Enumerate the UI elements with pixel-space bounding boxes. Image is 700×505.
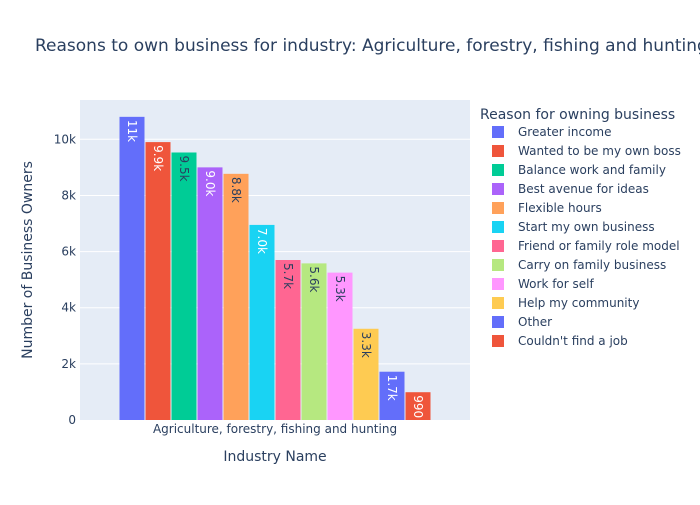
bar-data-label: 9.9k [151, 145, 165, 171]
legend-item-label[interactable]: Wanted to be my own boss [518, 144, 681, 158]
bar[interactable] [249, 224, 275, 420]
legend-item-label[interactable]: Help my community [518, 296, 639, 310]
legend-swatch[interactable] [492, 202, 504, 214]
bar[interactable] [197, 167, 223, 420]
bar[interactable] [301, 263, 327, 420]
bar-data-label: 5.6k [307, 266, 321, 292]
bar-data-label: 1.7k [385, 375, 399, 401]
bar[interactable] [145, 142, 171, 420]
legend-item-label[interactable]: Flexible hours [518, 201, 602, 215]
chart-title: Reasons to own business for industry: Ag… [35, 36, 700, 56]
y-axis-title: Number of Business Owners [20, 161, 36, 359]
bar[interactable] [379, 371, 405, 420]
bar-data-label: 8.8k [229, 177, 243, 203]
plot-area [80, 100, 470, 420]
bar-data-label: 9.0k [203, 170, 217, 196]
legend-item-label[interactable]: Balance work and family [518, 163, 666, 177]
legend-swatch[interactable] [492, 240, 504, 252]
legend-item-label[interactable]: Work for self [518, 277, 594, 291]
bar-data-label: 3.3k [359, 332, 373, 358]
bar[interactable] [353, 328, 379, 420]
legend-swatch[interactable] [492, 145, 504, 157]
y-ticks: 0 2k 4k 6k 8k 10k [54, 132, 76, 427]
legend-swatch[interactable] [492, 316, 504, 328]
legend-item-label[interactable]: Greater income [518, 125, 612, 139]
legend-swatch[interactable] [492, 278, 504, 290]
grid-lines [80, 138, 470, 365]
y-tick-label: 6k [61, 245, 76, 259]
legend-item-label[interactable]: Friend or family role model [518, 239, 680, 253]
y-tick-label: 10k [54, 132, 76, 146]
legend-swatch[interactable] [492, 335, 504, 347]
bar-data-label: 11k [125, 120, 139, 142]
legend-item-label[interactable]: Carry on family business [518, 258, 666, 272]
legend-swatch[interactable] [492, 126, 504, 138]
legend-item-label[interactable]: Best avenue for ideas [518, 182, 649, 196]
legend-swatch[interactable] [492, 221, 504, 233]
x-tick-label: Agriculture, forestry, fishing and hunti… [153, 422, 397, 436]
bar[interactable] [405, 392, 431, 420]
bar[interactable] [327, 272, 353, 420]
y-tick-label: 8k [61, 188, 76, 202]
bar-data-label: 5.3k [333, 276, 347, 302]
legend-swatch[interactable] [492, 164, 504, 176]
y-tick-label: 4k [61, 301, 76, 315]
legend-item-label[interactable]: Other [518, 315, 552, 329]
x-axis-title: Industry Name [223, 449, 326, 465]
bar-data-label: 990 [411, 395, 425, 418]
legend-title: Reason for owning business [480, 107, 675, 123]
y-tick-label: 2k [61, 357, 76, 371]
bar-data-label: 7.0k [255, 228, 269, 254]
legend-item-label[interactable]: Start my own business [518, 220, 655, 234]
bars-group: 11k 9.9k 9.5k 9.0k 8.8k 7.0k 5.7k 5.6k 5.3k 3.3k 1… [119, 116, 431, 421]
legend-swatch[interactable] [492, 297, 504, 309]
bar-data-label: 5.7k [281, 263, 295, 289]
legend-swatch[interactable] [492, 259, 504, 271]
legend-item-label[interactable]: Couldn't find a job [518, 334, 628, 348]
legend-swatch[interactable] [492, 183, 504, 195]
legend: Greater income Wanted to be my own boss Ba… [492, 125, 681, 348]
bar[interactable] [171, 152, 197, 421]
bar[interactable] [223, 173, 249, 420]
bar[interactable] [119, 116, 145, 420]
bar[interactable] [275, 260, 301, 420]
y-tick-label: 0 [68, 413, 76, 427]
bar-data-label: 9.5k [177, 155, 191, 181]
